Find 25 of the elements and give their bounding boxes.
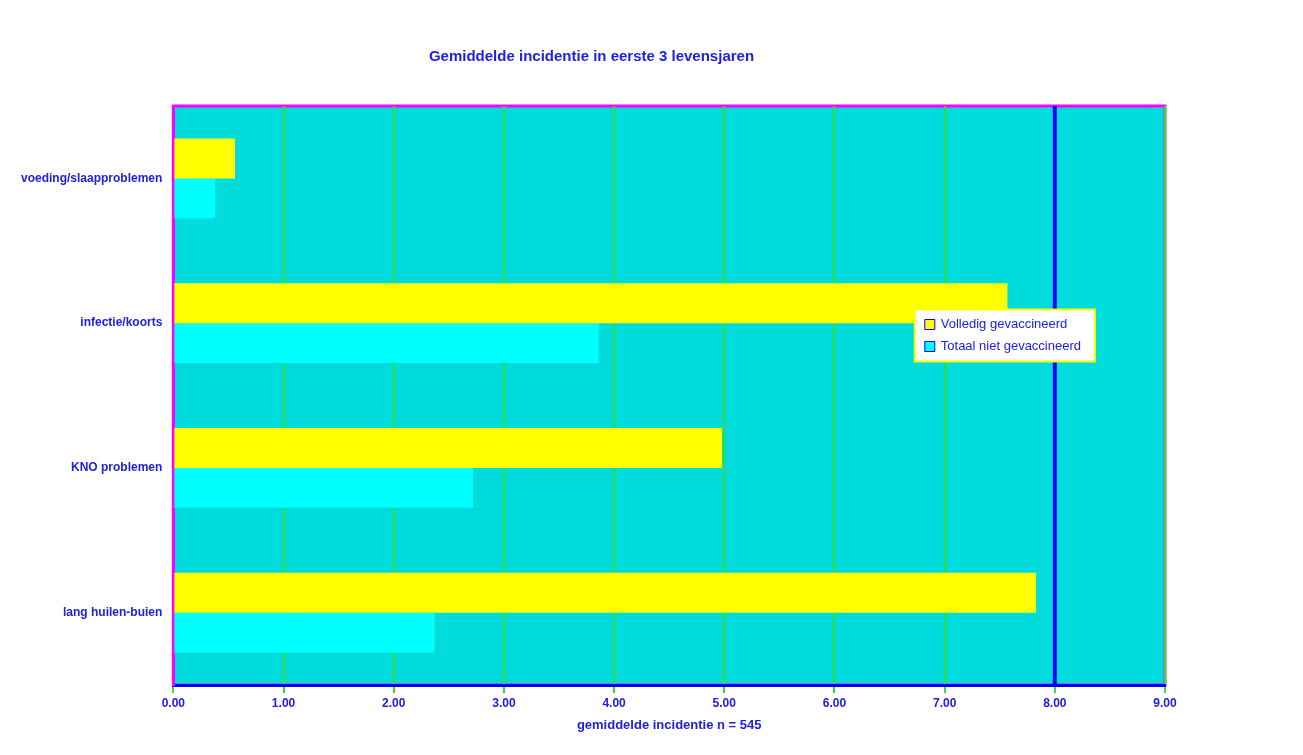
y-tick-label: lang huilen-buien xyxy=(63,604,163,619)
y-tick-label: KNO problemen xyxy=(71,460,163,475)
chart-title: Gemiddelde incidentie in eerste 3 levensjaren xyxy=(428,47,755,65)
bar xyxy=(174,572,1037,613)
x-tick-label: 0.00 xyxy=(161,695,186,710)
bar xyxy=(174,612,435,653)
x-tick-label: 5.00 xyxy=(712,695,737,710)
x-axis-title: gemiddelde incidentie n = 545 xyxy=(576,716,762,732)
x-tick-label: 8.00 xyxy=(1043,695,1067,710)
legend-label: Volledig gevaccineerd xyxy=(940,316,1068,332)
x-tick-label: 6.00 xyxy=(822,695,847,710)
legend-label: Totaal niet gevaccineerd xyxy=(940,338,1081,354)
bar xyxy=(174,323,599,363)
bar xyxy=(174,178,216,219)
y-tick-label: infectie/koorts xyxy=(80,315,163,330)
bar xyxy=(174,138,236,179)
x-tick-label: 2.00 xyxy=(382,695,406,710)
x-tick-label: 4.00 xyxy=(602,695,627,710)
x-tick-label: 1.00 xyxy=(271,695,296,710)
x-tick-label: 7.00 xyxy=(932,695,957,710)
y-tick-label: voeding/slaapproblemen xyxy=(20,170,163,185)
x-tick-label: 9.00 xyxy=(1153,695,1177,710)
bar xyxy=(174,428,723,468)
x-tick-label: 3.00 xyxy=(492,695,516,710)
bar xyxy=(174,467,474,508)
